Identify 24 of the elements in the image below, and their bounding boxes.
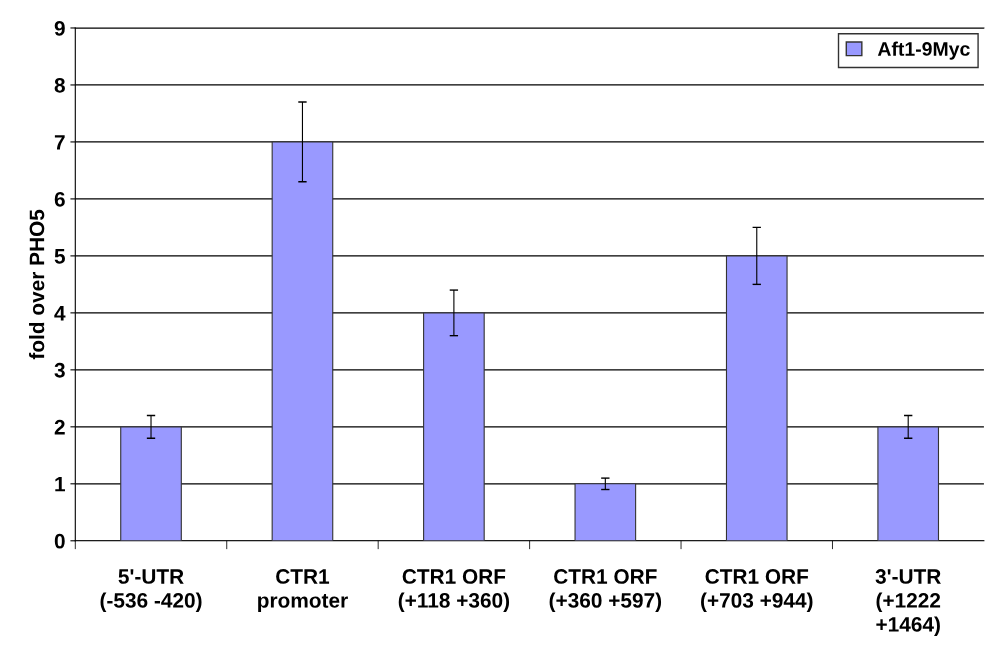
bar — [271, 141, 334, 541]
y-tick-label: 3 — [54, 362, 65, 378]
bar — [423, 312, 485, 541]
bar — [877, 426, 940, 541]
x-tick-label: CTR1 ORF (+360 +597) — [549, 569, 662, 612]
y-axis-title: fold over PHO5 — [29, 209, 45, 360]
y-tick-label: 7 — [54, 135, 65, 150]
x-tick-label: CTR1 promoter — [258, 569, 348, 612]
bar — [725, 255, 788, 541]
y-tick-label: 9 — [54, 20, 65, 36]
x-tick-label: 3'-UTR (+1222 +1464) — [875, 569, 941, 636]
y-tick-label: 5 — [54, 249, 65, 264]
y-tick-label: 2 — [54, 419, 65, 435]
y-tick-label: 0 — [54, 533, 65, 549]
legend-label: Aft1-9Myc — [877, 41, 970, 60]
bar — [574, 483, 637, 541]
y-tick-label: 6 — [54, 191, 65, 207]
y-tick-label: 4 — [54, 306, 66, 321]
y-tick-label: 1 — [55, 477, 65, 492]
y-tick-label: 8 — [54, 77, 65, 93]
x-tick-label: CTR1 ORF (+118 +360) — [398, 569, 510, 612]
bar — [120, 426, 182, 541]
x-tick-label: CTR1 ORF (+703 +944) — [701, 569, 813, 612]
x-tick-label: 5'-UTR (-536 -420) — [100, 569, 202, 612]
